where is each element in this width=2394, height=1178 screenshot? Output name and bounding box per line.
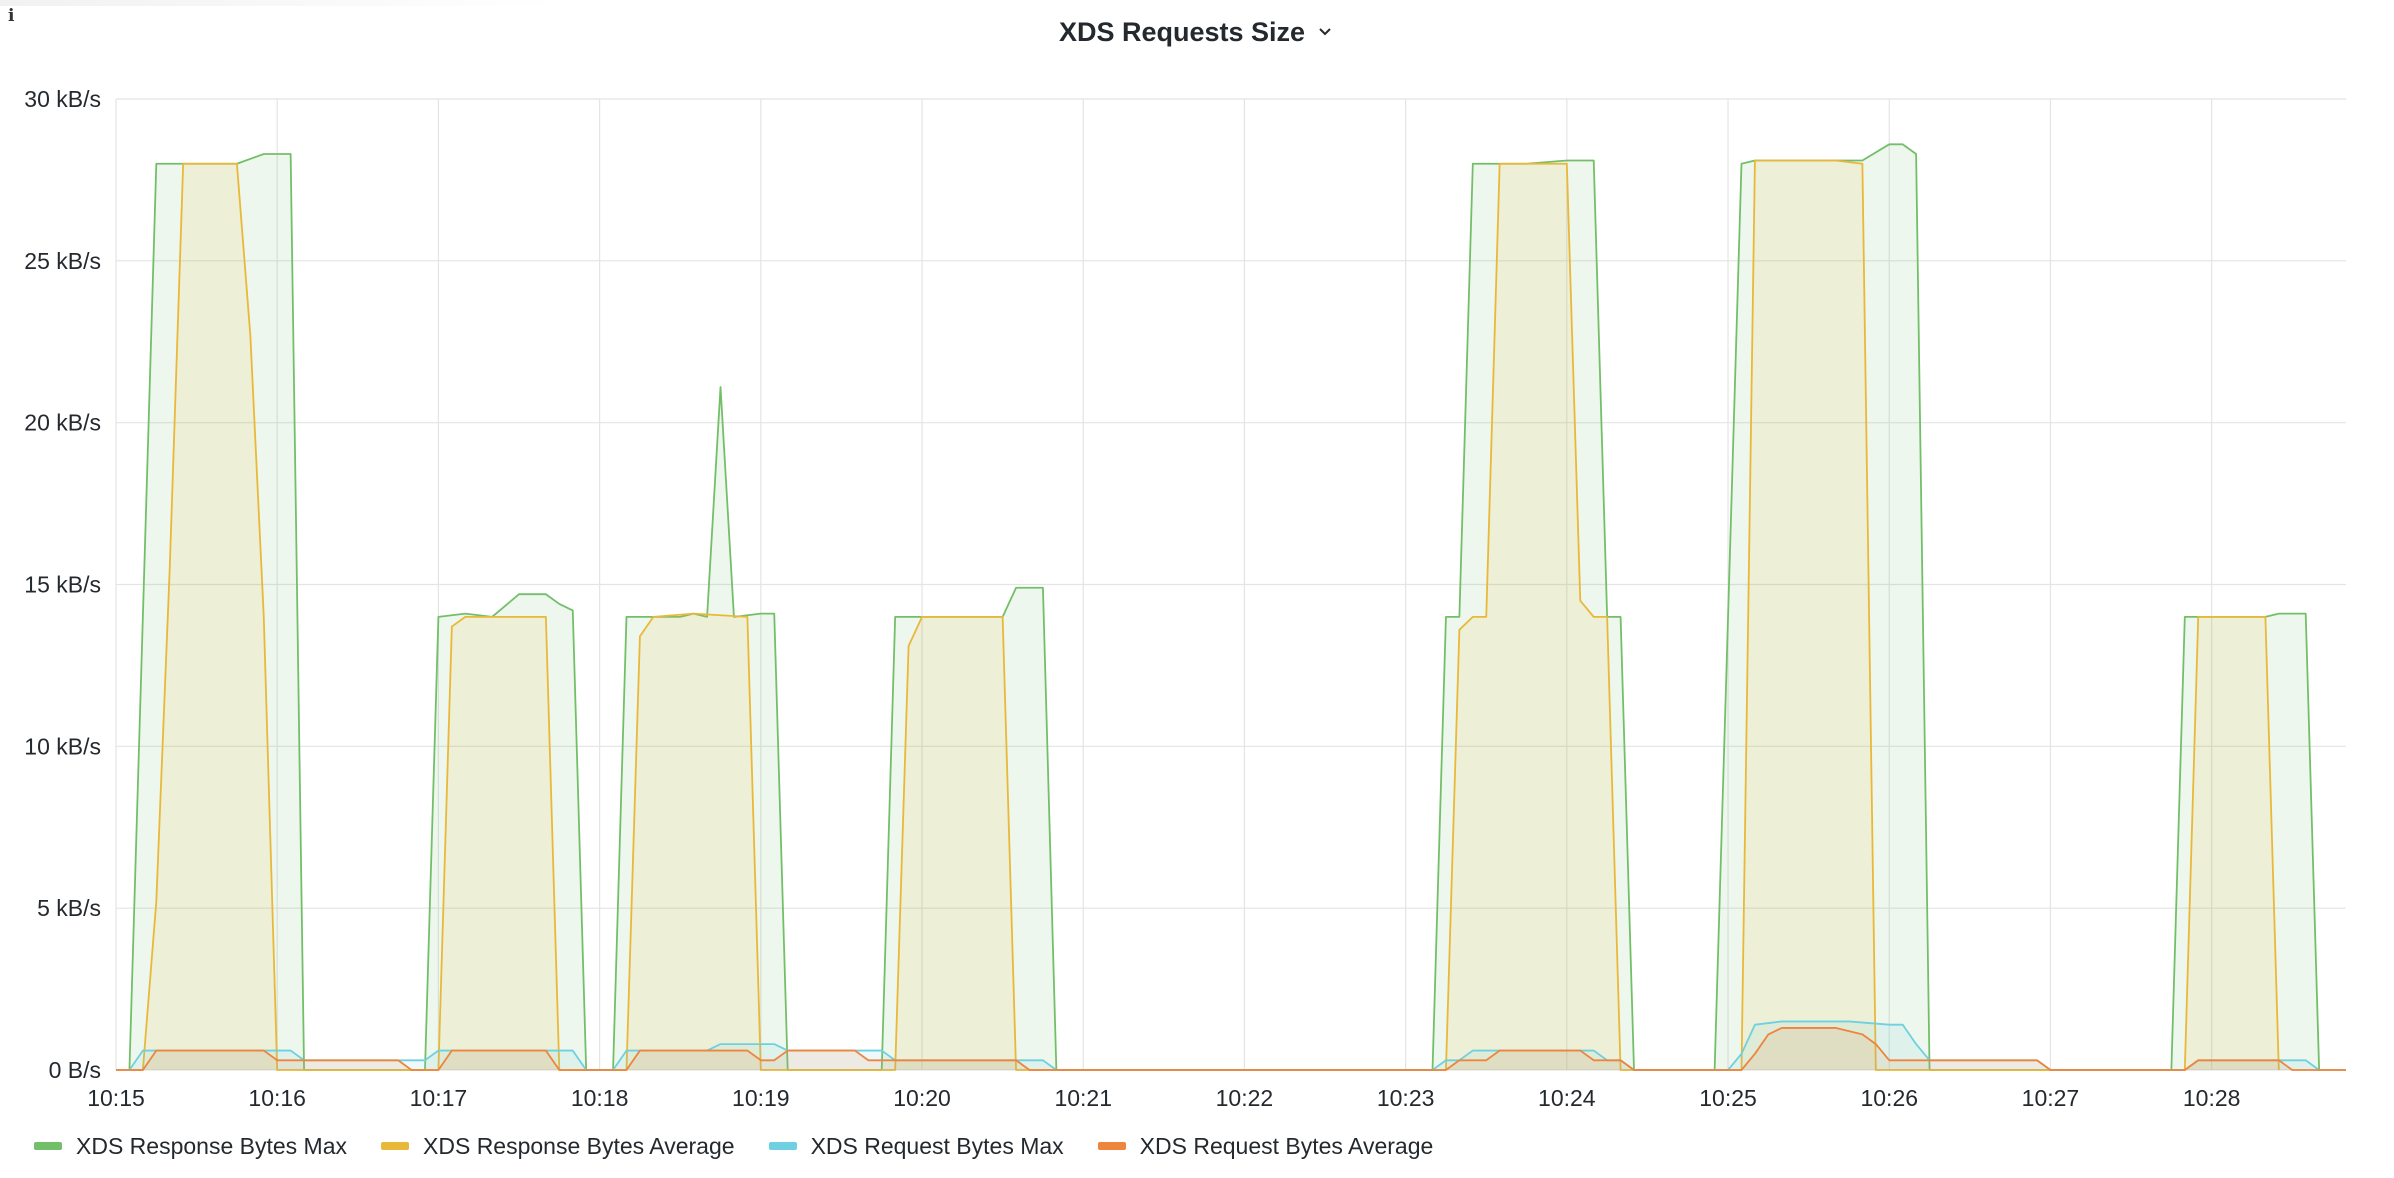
chart: 0 B/s 5 kB/s 10 kB/s 15 kB/s 20 kB/s 25 kB/s 3… — [24, 86, 2346, 1111]
x-tick-label: 10:19 — [732, 1085, 790, 1111]
x-tick-label: 10:15 — [87, 1085, 145, 1111]
legend: XDS Response Bytes Max XDS Response Bytes… — [34, 1129, 1433, 1163]
legend-item[interactable]: XDS Request Bytes Max — [768, 1132, 1064, 1160]
x-tick-label: 10:23 — [1377, 1085, 1435, 1111]
panel-title[interactable]: XDS Requests Size — [1058, 16, 1306, 47]
legend-item[interactable]: XDS Response Bytes Max — [34, 1133, 347, 1160]
x-axis: 10:15 10:16 10:17 10:18 10:19 10:20 10:21 10:22… — [87, 1085, 2240, 1111]
y-tick-label: 0 B/s — [49, 1057, 101, 1083]
y-tick-label: 5 kB/s — [37, 895, 101, 921]
series-line-3[interactable] — [116, 1027, 2346, 1071]
series-line-0[interactable] — [128, 143, 2321, 1071]
y-tick-label: 15 kB/s — [24, 572, 101, 598]
y-axis: 0 B/s 5 kB/s 10 kB/s 15 kB/s 20 kB/s 25 kB/s 3… — [24, 86, 101, 1083]
x-tick-label: 10:17 — [410, 1085, 468, 1111]
x-tick-label: 10:16 — [248, 1085, 306, 1111]
x-tick-label: 10:25 — [1699, 1085, 1757, 1111]
series-line-1[interactable] — [129, 159, 2280, 1071]
legend-label: XDS Response Bytes Average — [423, 1132, 735, 1159]
series-layer — [116, 143, 2346, 1071]
series-area-1 — [129, 160, 2279, 1070]
panel-header[interactable]: XDS Requests Size — [0, 12, 2394, 52]
legend-label: XDS Response Bytes Max — [76, 1132, 348, 1159]
legend-swatch — [1097, 1142, 1126, 1150]
x-tick-label: 10:24 — [1538, 1085, 1596, 1111]
series-area-3 — [116, 1027, 2346, 1070]
legend-swatch — [34, 1142, 62, 1150]
x-tick-label: 10:28 — [2183, 1085, 2241, 1111]
x-tick-label: 10:20 — [893, 1085, 951, 1111]
series-area-2 — [116, 1021, 2346, 1070]
series-area-0 — [129, 144, 2320, 1070]
x-tick-label: 10:27 — [2022, 1085, 2080, 1111]
x-tick-label: 10:21 — [1054, 1085, 1112, 1111]
y-tick-label: 10 kB/s — [24, 733, 101, 759]
chevron-down-icon[interactable] — [1315, 22, 1335, 42]
y-tick-label: 20 kB/s — [24, 410, 101, 436]
x-tick-label: 10:22 — [1216, 1085, 1274, 1111]
y-tick-label: 30 kB/s — [24, 86, 101, 112]
legend-item[interactable]: XDS Response Bytes Average — [381, 1133, 735, 1160]
info-icon[interactable]: i — [8, 6, 15, 26]
top-strip — [0, 0, 560, 6]
legend-label: XDS Request Bytes Average — [1139, 1132, 1434, 1159]
legend-swatch — [381, 1142, 410, 1150]
x-tick-label: 10:26 — [1860, 1085, 1918, 1111]
legend-item[interactable]: XDS Request Bytes Average — [1097, 1132, 1434, 1160]
legend-label: XDS Request Bytes Max — [810, 1132, 1064, 1159]
legend-swatch — [768, 1142, 797, 1150]
y-tick-label: 25 kB/s — [24, 248, 101, 274]
x-tick-label: 10:18 — [571, 1085, 629, 1111]
